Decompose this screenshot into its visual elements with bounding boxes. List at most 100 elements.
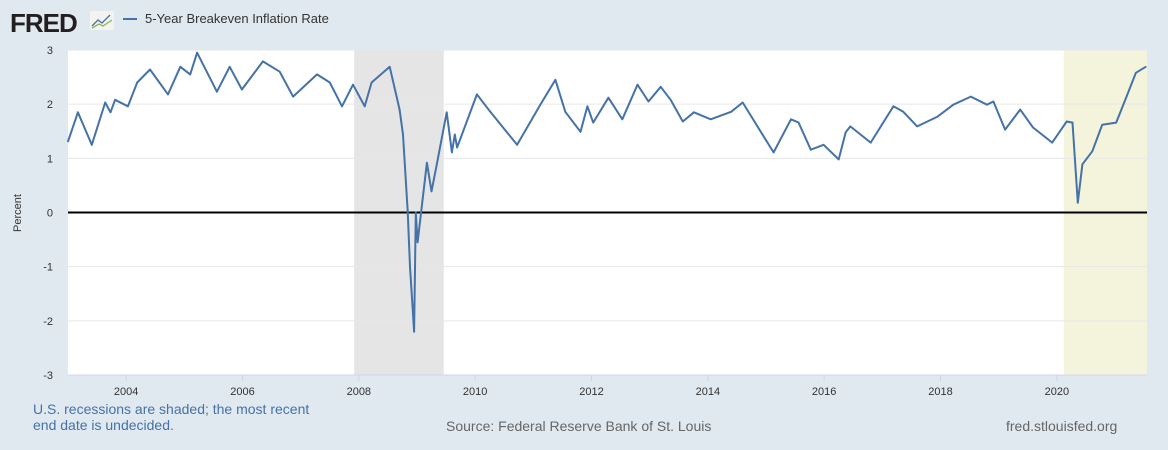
y-tick-label: 3 xyxy=(47,45,53,57)
data-point xyxy=(413,330,415,333)
data-point xyxy=(564,110,567,113)
data-point xyxy=(669,99,672,101)
data-point xyxy=(1091,150,1094,153)
data-point xyxy=(398,108,401,111)
data-point xyxy=(262,60,264,63)
data-point xyxy=(844,131,847,134)
data-point xyxy=(67,140,69,143)
data-point xyxy=(136,81,139,84)
fred-chart-logo-icon xyxy=(90,11,114,30)
data-point xyxy=(426,161,428,164)
data-point xyxy=(1065,120,1068,123)
data-point xyxy=(456,146,458,149)
data-point xyxy=(952,103,955,106)
data-point xyxy=(1081,163,1084,166)
data-point xyxy=(682,120,684,123)
y-tick-label: -1 xyxy=(43,262,53,274)
series-line xyxy=(67,51,1147,333)
y-axis-label: Percent xyxy=(12,194,24,232)
data-point xyxy=(114,99,116,101)
data-point xyxy=(127,105,129,108)
data-point xyxy=(149,68,151,71)
data-point xyxy=(445,111,448,114)
x-tick-label: 2006 xyxy=(230,386,254,398)
data-point xyxy=(167,93,169,96)
x-tick-label: 2020 xyxy=(1045,386,1069,398)
data-point xyxy=(869,141,872,144)
data-point xyxy=(109,111,112,114)
data-point xyxy=(370,81,373,84)
data-point xyxy=(809,148,812,151)
data-point xyxy=(1135,71,1137,74)
data-point xyxy=(416,241,419,244)
data-point xyxy=(1051,141,1053,144)
data-point xyxy=(936,115,939,118)
data-point xyxy=(402,133,404,136)
legend: 5-Year Breakeven Inflation Rate xyxy=(123,11,329,26)
recession-note: U.S. recessions are shaded; the most rec… xyxy=(33,401,310,433)
data-point xyxy=(586,105,589,108)
data-point xyxy=(77,111,79,114)
data-point xyxy=(790,118,792,121)
data-point xyxy=(430,190,433,193)
data-point xyxy=(759,130,762,133)
data-point xyxy=(328,81,331,84)
data-point xyxy=(1071,121,1074,124)
data-point xyxy=(388,65,391,68)
data-point xyxy=(316,73,318,76)
data-point xyxy=(216,90,218,93)
x-tick-label: 2008 xyxy=(347,386,371,398)
x-tick-label: 2018 xyxy=(928,386,952,398)
data-point xyxy=(454,133,456,136)
data-point xyxy=(592,121,595,124)
source-text: Source: Federal Reserve Bank of St. Loui… xyxy=(446,418,712,434)
data-point xyxy=(693,111,695,114)
data-point xyxy=(554,78,557,81)
data-point xyxy=(1032,126,1034,129)
data-point xyxy=(1115,121,1117,124)
data-point xyxy=(892,105,895,108)
data-point xyxy=(797,121,800,124)
data-point xyxy=(352,83,354,86)
data-point xyxy=(539,103,542,106)
x-tick-label: 2004 xyxy=(114,386,138,398)
data-point xyxy=(406,210,409,213)
data-point xyxy=(409,265,411,268)
data-point xyxy=(1019,108,1021,111)
data-point xyxy=(1004,128,1006,131)
data-point xyxy=(516,143,518,146)
data-point xyxy=(659,86,662,88)
data-point xyxy=(241,88,243,91)
data-point xyxy=(730,110,732,113)
data-point xyxy=(363,105,366,108)
data-point xyxy=(902,110,905,113)
fred-logo[interactable]: FRED xyxy=(10,8,78,38)
data-point xyxy=(228,65,231,68)
y-tick-label: 0 xyxy=(47,208,53,220)
data-point xyxy=(636,83,639,86)
data-point xyxy=(1145,65,1147,68)
x-tick-label: 2012 xyxy=(579,386,603,398)
data-point xyxy=(969,95,972,98)
data-point xyxy=(822,143,825,146)
y-tick-label: -3 xyxy=(43,370,53,382)
legend-swatch xyxy=(123,17,137,20)
data-point xyxy=(849,125,852,128)
data-point xyxy=(741,101,744,104)
data-point xyxy=(1125,96,1127,99)
legend-label: 5-Year Breakeven Inflation Rate xyxy=(145,11,329,26)
data-point xyxy=(579,130,582,133)
x-tick-label: 2010 xyxy=(463,386,487,398)
data-point xyxy=(1076,201,1079,204)
data-point xyxy=(986,103,988,106)
data-point xyxy=(451,151,453,154)
data-point xyxy=(196,51,198,54)
data-point xyxy=(489,110,492,113)
data-point xyxy=(607,96,610,99)
data-point xyxy=(278,70,281,73)
x-tick-label: 2016 xyxy=(812,386,836,398)
site-link[interactable]: fred.stlouisfed.org xyxy=(1006,418,1118,434)
data-point xyxy=(179,65,182,68)
data-point xyxy=(709,118,712,121)
